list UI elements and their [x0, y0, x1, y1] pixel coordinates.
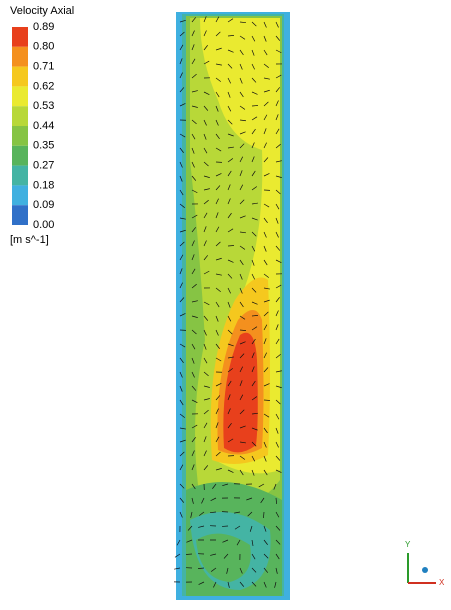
legend-swatch — [12, 47, 28, 67]
legend-swatch — [12, 27, 28, 47]
legend-swatch — [12, 205, 28, 225]
legend-label: 0.62 — [33, 80, 54, 92]
legend-swatch — [12, 146, 28, 166]
legend-label: 0.00 — [33, 219, 54, 231]
legend-label: 0.53 — [33, 100, 54, 112]
legend-unit: [m s^-1] — [10, 234, 49, 246]
legend-label: 0.18 — [33, 179, 54, 191]
legend-swatch — [12, 126, 28, 146]
legend-swatch — [12, 67, 28, 87]
legend-label: 0.80 — [33, 41, 54, 53]
legend-swatch — [12, 106, 28, 126]
legend: 0.89 0.80 0.71 0.62 0.53 0.44 0.35 0.27 0.18 0.09… — [12, 21, 54, 231]
legend-label: 0.89 — [33, 21, 54, 33]
legend-label: 0.27 — [33, 160, 54, 172]
contour-field — [174, 12, 290, 600]
legend-label: 0.09 — [33, 199, 54, 211]
legend-title: Velocity Axial — [10, 5, 74, 17]
legend-swatch — [12, 86, 28, 106]
axis-triad: Y X — [405, 540, 445, 587]
legend-label: 0.35 — [33, 140, 54, 152]
axis-x-label: X — [439, 578, 445, 587]
legend-label: 0.44 — [33, 120, 54, 132]
legend-swatch — [12, 185, 28, 205]
legend-label: 0.71 — [33, 61, 54, 73]
legend-swatch — [12, 166, 28, 186]
axis-y-label: Y — [405, 540, 411, 549]
